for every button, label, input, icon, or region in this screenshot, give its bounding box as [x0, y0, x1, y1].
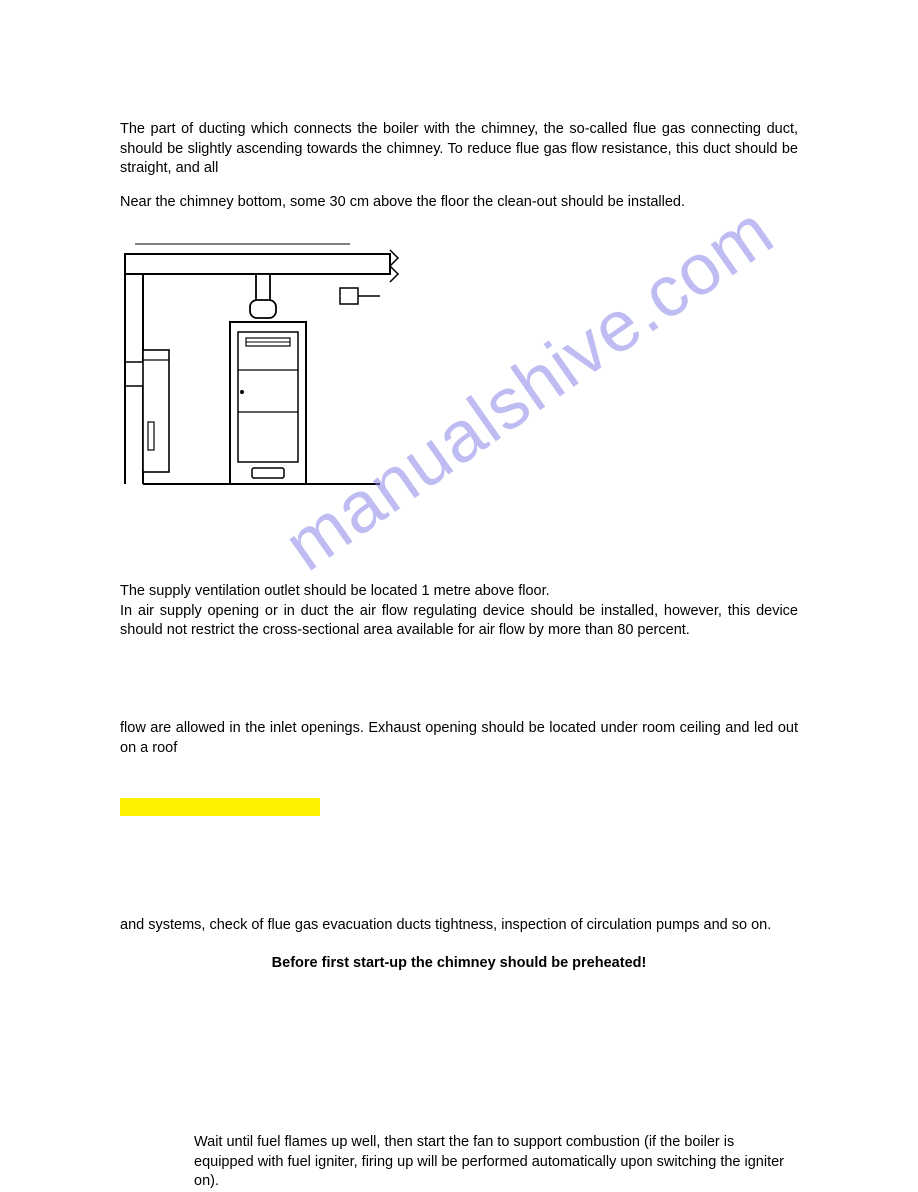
paragraph-supply-outlet: The supply ventilation outlet should be … [120, 582, 798, 602]
paragraph-fan-start: Wait until fuel flames up well, then sta… [194, 1133, 788, 1192]
paragraph-airflow-device: In air supply opening or in duct the air… [120, 602, 798, 641]
boiler-diagram [120, 242, 798, 492]
paragraph-inlet-exhaust: flow are allowed in the inlet openings. … [120, 719, 798, 758]
spacer [120, 492, 798, 582]
paragraph-flue-duct: The part of ducting which connects the b… [120, 120, 798, 179]
document-page: manualshive.com The part of ducting whic… [0, 0, 918, 1188]
paragraph-systems-check: and systems, check of flue gas evacuatio… [120, 916, 798, 936]
emphasis-preheat: Before first start-up the chimney should… [120, 954, 798, 974]
highlight-bar [120, 798, 320, 816]
paragraph-cleanout: Near the chimney bottom, some 30 cm abov… [120, 193, 798, 213]
boiler-schematic-svg [120, 242, 410, 492]
